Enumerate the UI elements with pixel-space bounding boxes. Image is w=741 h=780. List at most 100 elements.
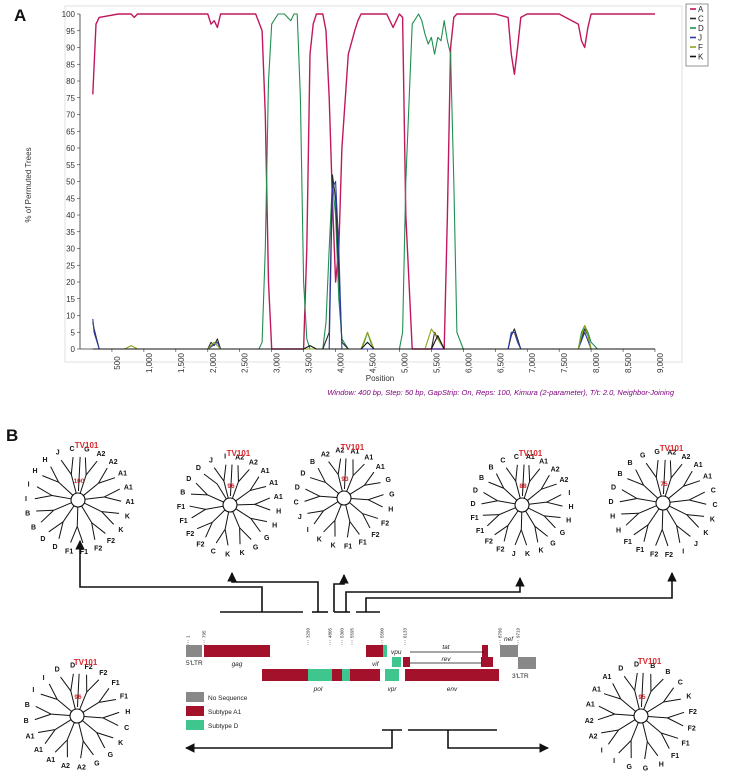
tree-leaf-label: H (125, 709, 130, 716)
tree-leaf-label: A1 (703, 474, 712, 481)
tree-leaf-label: D (470, 501, 475, 508)
tree-leaf-label: G (640, 453, 646, 460)
tree-leaf-label: D (196, 465, 201, 472)
tree-branch (349, 502, 363, 514)
tree-branch (44, 729, 56, 744)
tree-leaf-label: K (317, 537, 322, 544)
series-line-A (92, 13, 655, 350)
query-branch (662, 459, 666, 495)
tree-branch (625, 512, 640, 526)
arrow-to-tree-4 (345, 577, 525, 612)
tree-leaf-label: G (654, 449, 660, 456)
tree-branch (249, 486, 267, 492)
tree-branch (645, 462, 657, 478)
tree-branch (305, 488, 321, 497)
tree-branch (102, 717, 119, 727)
tree-branch (191, 508, 206, 519)
tree-branch (216, 483, 227, 500)
tree-leaf-label: A1 (26, 733, 35, 740)
tree-leaf-label: A2 (589, 734, 598, 741)
tree-leaf-label: F1 (671, 753, 679, 760)
tree-hub (633, 708, 649, 724)
tree-branch (528, 507, 545, 517)
rev-label: rev (441, 656, 451, 663)
tree-branch (323, 501, 339, 512)
x-tick-label: 8,000 (592, 352, 601, 373)
genome-legend: No Sequence Subtype A1 Subtype D (186, 692, 248, 730)
tree-leaf-label: K (118, 740, 123, 747)
chart-axes: 0 5 10 15 20 25 30 35 40 45 50 55 60 65 70 75 80 85 90 95 10… (24, 5, 683, 383)
query-branch (640, 672, 644, 708)
tree-branch (655, 460, 659, 478)
tree-branch (667, 711, 685, 719)
tree-branch (346, 475, 354, 492)
tree-leaf-label: I (307, 527, 309, 534)
tree-hub (514, 497, 530, 513)
tree-branch (319, 495, 338, 499)
tree-leaf-label: F2 (689, 709, 697, 716)
tree-leaf-label: F2 (94, 545, 102, 552)
vif-box-d (383, 645, 387, 657)
position-label: 4805 (328, 627, 333, 638)
tree-leaf-label: A1 (124, 484, 133, 491)
tree-branch (79, 691, 88, 710)
tree-branch (350, 497, 369, 501)
tree-leaf-label: D (70, 663, 75, 670)
series-line-J (92, 180, 655, 350)
genome-legend-label: Subtype A1 (208, 709, 242, 716)
tree-branch (534, 526, 539, 543)
tree-leaf-label: G (385, 477, 391, 484)
bootstrap-value: 95 (638, 694, 646, 701)
tree-leaf-label: D (608, 499, 613, 506)
tree-branch (634, 690, 640, 710)
tree-hub (70, 492, 86, 508)
tree-branch (58, 521, 64, 539)
tree-leaf-label: A1 (539, 459, 548, 466)
tree-branch (683, 480, 701, 487)
tree-branch (91, 522, 96, 540)
x-ticks: 500 1,000 1,500 2,000 2,500 3,000 3,500 4,000 4,… (111, 349, 665, 373)
tree-leaf-label: H (568, 504, 573, 511)
y-tick-label: 35 (66, 228, 75, 237)
tree-branch (98, 688, 110, 703)
tree-leaf-label: H (43, 457, 48, 464)
tree-leaf-label: B (180, 489, 185, 496)
tree-leaf-label: D (186, 476, 191, 483)
tree-leaf-label: G (389, 491, 395, 498)
tree-leaf-label: A1 (269, 480, 278, 487)
query-taxon-label: TV101 (74, 658, 98, 667)
tree-branch (213, 467, 225, 482)
tree-branch (36, 509, 54, 512)
tree-leaf-label: C (211, 549, 216, 556)
tree-leaf-label: C (500, 457, 505, 464)
query-branch (343, 458, 347, 490)
tree-leaf-label: G (108, 752, 114, 759)
tree-branch (349, 521, 360, 535)
tree-branch (503, 525, 509, 542)
tree-branch (104, 496, 122, 502)
tree-leaf-label: A2 (559, 477, 568, 484)
y-tick-label: 65 (66, 127, 75, 136)
tree-hub (336, 490, 352, 506)
x-tick-label: 4,500 (369, 352, 378, 373)
tree-branch (250, 517, 268, 523)
tree-branch (98, 467, 108, 484)
tree-branch (80, 741, 84, 759)
tree-branch (650, 678, 664, 692)
genome-map: 1 795 3299 4805 5360 5595 5500 6133 8796 9719 5'L… (75, 540, 677, 753)
arrow-to-tree-6 (185, 730, 393, 753)
tree-leaf-label: A1 (602, 674, 611, 681)
pol-box-a1-2 (332, 669, 342, 681)
pol-box-d-2 (342, 669, 350, 681)
tree-branch (534, 525, 548, 537)
tree-leaf-label: F1 (681, 740, 689, 747)
x-tick-label: 4,000 (337, 352, 346, 373)
arrow-to-tree-2 (227, 572, 319, 612)
tree-leaf-label: I (613, 758, 615, 765)
tree-branch (618, 740, 632, 754)
tree-leaf-label: A1 (34, 747, 43, 754)
tree-leaf-label: G (550, 540, 556, 547)
tree-branch (664, 477, 672, 497)
tree-branch (528, 501, 547, 505)
